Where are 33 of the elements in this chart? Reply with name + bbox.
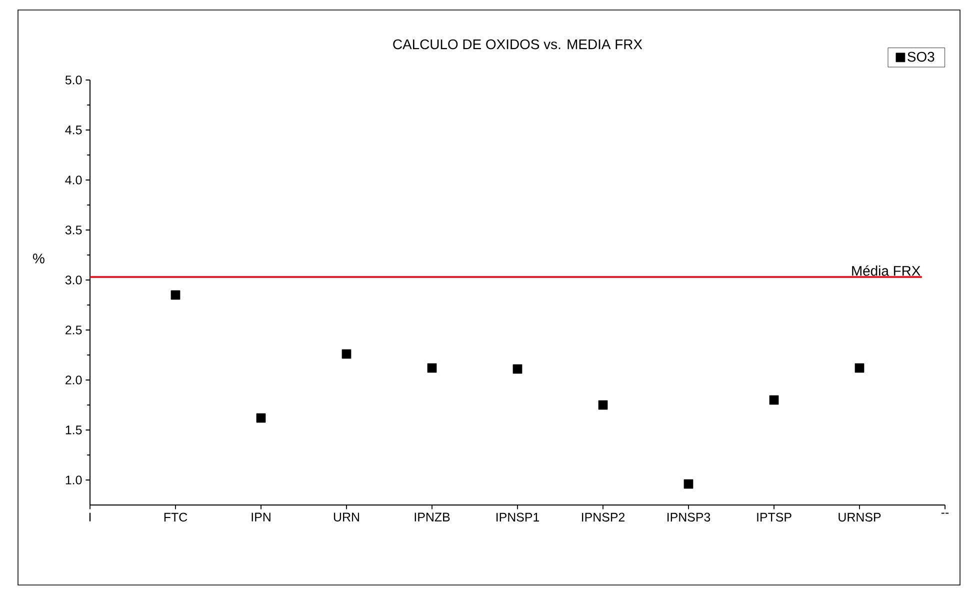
x-tick-label: URN <box>334 512 359 522</box>
x-tick-label: IPNZB <box>414 512 450 522</box>
point <box>170 290 180 300</box>
x-tick-label: IPNSP2 <box>582 512 625 522</box>
y-tick-label: 3.0 <box>65 276 82 284</box>
y-tick-label: 3.5 <box>65 226 82 234</box>
x-tick-label: I <box>89 512 91 522</box>
point <box>512 364 522 374</box>
point <box>769 395 779 405</box>
chart-title: CALCULO DE OXIDOS vs. MEDIA FRX <box>393 39 642 50</box>
y-tick-label: 4.5 <box>65 126 82 134</box>
point <box>854 363 864 373</box>
y-tick-label: 4.0 <box>65 176 82 184</box>
x-tick-label: IPN <box>252 512 270 522</box>
x-tick-label: URNSP <box>838 512 881 522</box>
point <box>256 413 266 423</box>
x-tick-label: IPNSP1 <box>496 512 540 522</box>
y-axis-title: % <box>33 254 44 264</box>
point <box>427 363 437 373</box>
point <box>684 479 694 489</box>
y-tick-label: 5.0 <box>65 76 82 84</box>
x-tick-label: IPTSP <box>757 512 792 522</box>
y-tick-label: 2.0 <box>66 376 82 384</box>
legend-label: SO3 <box>908 52 934 62</box>
point <box>342 349 352 359</box>
x-tick-label: FTC <box>164 512 188 522</box>
y-tick-label: 1.0 <box>66 476 82 484</box>
y-tick-label: 1.5 <box>66 426 82 434</box>
x-tick-label: IPNSP3 <box>668 512 710 522</box>
point <box>598 400 608 410</box>
ref-line-label: Média FRX <box>852 265 920 276</box>
y-tick-label: 2.5 <box>66 326 82 334</box>
x-tick-label: -- <box>941 512 949 514</box>
